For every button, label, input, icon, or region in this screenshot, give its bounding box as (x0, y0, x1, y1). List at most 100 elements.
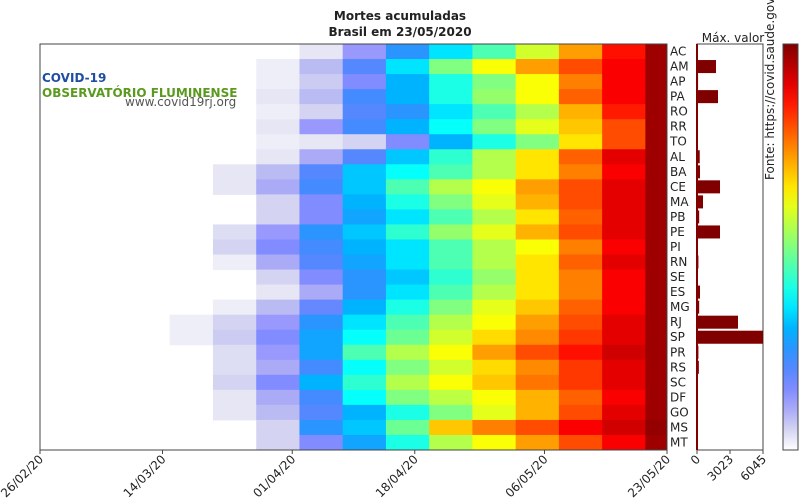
heat-cell (558, 344, 603, 361)
heat-cell (558, 224, 603, 240)
heat-cell (602, 134, 646, 150)
x-tick-label: 14/03/20 (121, 452, 169, 498)
heat-cell (558, 59, 603, 75)
heat-cell (385, 59, 430, 75)
heat-cell (429, 314, 473, 331)
heat-cell (385, 374, 430, 391)
heat-cell (342, 344, 387, 361)
heat-cell (299, 104, 344, 120)
state-label: DF (670, 390, 686, 404)
heat-cell (645, 74, 668, 90)
heat-cell (256, 374, 300, 391)
state-label: MA (670, 195, 689, 209)
heat-cell (515, 89, 560, 105)
heat-cell (429, 389, 473, 406)
chart-title: Mortes acumuladas (334, 9, 466, 23)
state-label: MT (670, 435, 688, 449)
heat-cell (256, 299, 300, 316)
heat-cell (212, 179, 257, 195)
heat-cell (558, 194, 603, 210)
heat-cell (256, 164, 300, 180)
heat-cell (342, 74, 387, 90)
heat-cell (645, 269, 668, 286)
logo-title: COVID-19 (42, 71, 106, 85)
heat-cell (342, 59, 387, 75)
logo-url: www.covid19rj.org (125, 95, 236, 109)
heat-cell (472, 224, 517, 240)
heat-cell (429, 239, 473, 256)
bar (697, 165, 701, 179)
heat-cell (342, 119, 387, 135)
heat-cell (558, 149, 603, 165)
heat-cell (256, 314, 300, 331)
heat-cell (645, 59, 668, 75)
heat-cell (256, 224, 300, 240)
heat-cell (212, 389, 257, 406)
heat-cell (602, 359, 646, 376)
heat-cell (256, 389, 300, 406)
heat-cell (299, 149, 344, 165)
state-label: PA (670, 90, 685, 104)
heat-cell (256, 269, 300, 286)
heat-cell (429, 299, 473, 316)
colorbar (782, 43, 799, 451)
heat-cell (602, 44, 646, 60)
heat-cell (472, 179, 517, 195)
heat-cell (645, 134, 668, 150)
heat-cell (645, 149, 668, 165)
heat-cell (212, 374, 257, 391)
state-label: ES (670, 285, 685, 299)
heat-cell (429, 359, 473, 376)
heat-cell (602, 224, 646, 240)
heat-cell (299, 134, 344, 150)
heat-cell (602, 389, 646, 406)
heat-cell (515, 59, 560, 75)
heat-cell (558, 134, 603, 150)
bar-tick-label: 6045 (738, 452, 769, 483)
heat-cell (645, 374, 668, 391)
heat-cell (256, 104, 300, 120)
heat-cell (299, 179, 344, 195)
x-tick-label: 23/05/20 (625, 452, 673, 498)
heat-cell (256, 329, 300, 346)
heat-cell (385, 254, 430, 271)
heat-cell (212, 344, 257, 361)
heat-cell (472, 254, 517, 271)
state-label: RO (670, 105, 688, 119)
heat-cell (299, 314, 344, 331)
heat-cell (558, 254, 603, 271)
heat-cell (299, 329, 344, 346)
heat-cell (342, 299, 387, 316)
heat-cell (429, 209, 473, 225)
heat-cell (515, 434, 560, 451)
state-label: RJ (670, 315, 682, 329)
heat-cell (645, 284, 668, 301)
heat-cell (342, 314, 387, 331)
state-label: PI (670, 240, 681, 254)
heat-cell (385, 119, 430, 135)
heat-cell (299, 404, 344, 421)
heat-cell (212, 404, 257, 421)
state-label: MS (670, 420, 688, 434)
bar (697, 195, 704, 209)
heat-cell (515, 344, 560, 361)
heatmap (169, 44, 668, 451)
heat-cell (602, 74, 646, 90)
heat-cell (602, 344, 646, 361)
heat-cell (558, 299, 603, 316)
heat-cell (342, 209, 387, 225)
heat-cell (299, 284, 344, 301)
heat-cell (385, 239, 430, 256)
x-tick-label: 26/02/20 (0, 452, 46, 498)
heat-cell (299, 299, 344, 316)
x-tick-label: 18/04/20 (373, 452, 421, 498)
heat-cell (385, 314, 430, 331)
heat-cell (602, 374, 646, 391)
heat-cell (602, 59, 646, 75)
heat-cell (342, 149, 387, 165)
bar (697, 150, 700, 164)
bar-tick-label: 0 (688, 452, 703, 467)
heat-cell (212, 359, 257, 376)
heat-cell (429, 89, 473, 105)
